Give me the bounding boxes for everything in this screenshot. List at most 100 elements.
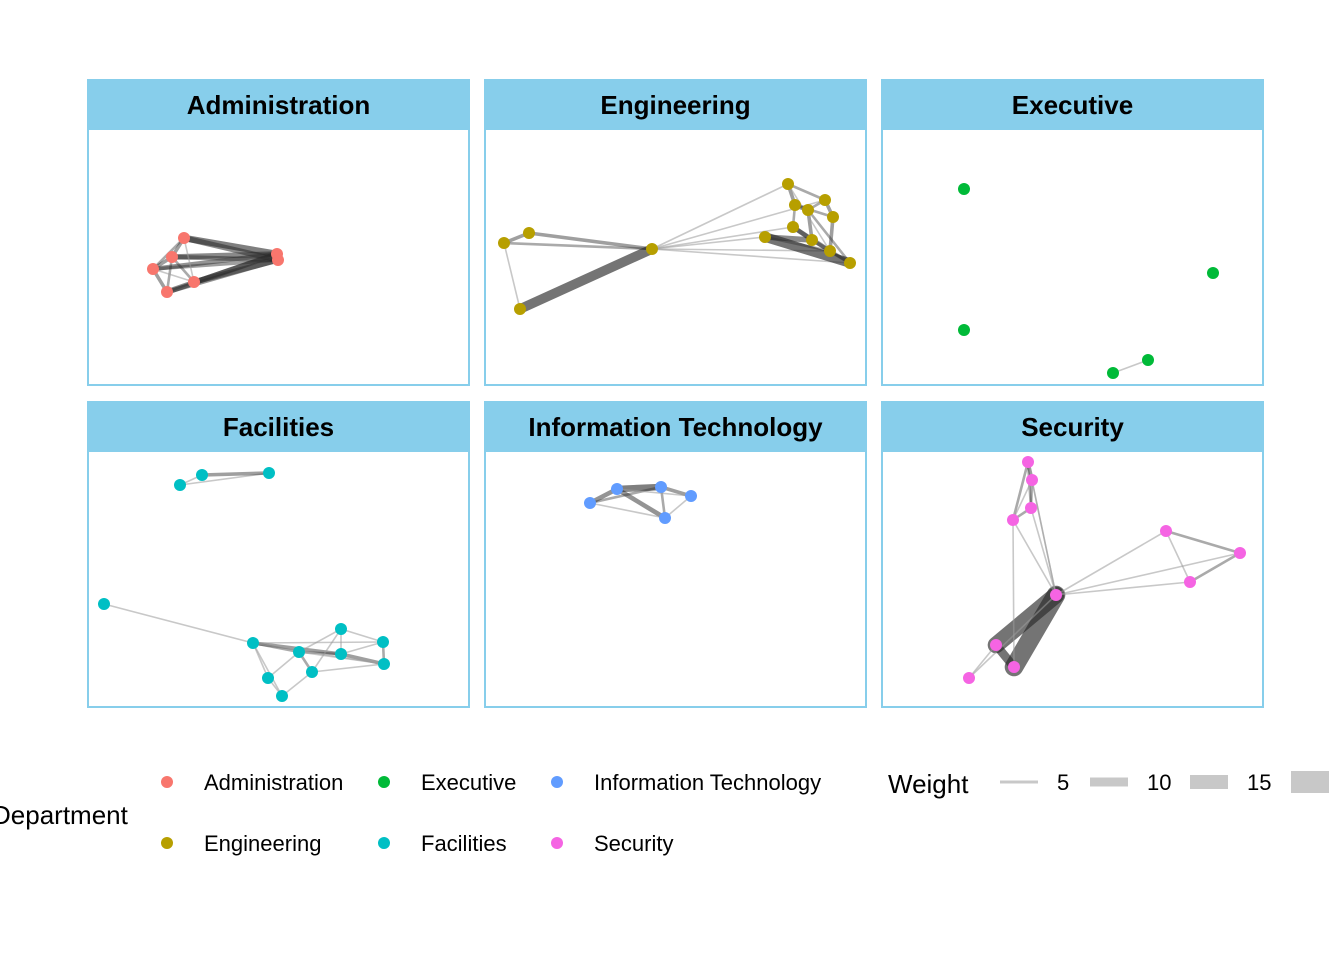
edge	[152, 268, 195, 283]
weight-label: 10	[1147, 770, 1171, 795]
edge	[762, 234, 815, 243]
legend-title-weight: Weight	[888, 769, 969, 799]
edge	[1012, 519, 1015, 668]
legend-key	[161, 837, 173, 849]
legend-item-engineering: Engineering	[161, 831, 321, 856]
nodes	[584, 481, 697, 524]
node	[1160, 525, 1172, 537]
weight-swatch	[1000, 780, 1038, 784]
edge	[1012, 519, 1057, 596]
legend-item-facilities: Facilities	[378, 831, 507, 856]
strip-title: Engineering	[600, 90, 750, 120]
edge	[588, 485, 663, 505]
panel-border	[484, 401, 867, 708]
edge	[651, 226, 794, 250]
edge	[793, 203, 835, 219]
edge	[651, 248, 851, 264]
weight-swatch	[1291, 771, 1329, 793]
facet-panels: Administration Engineering Executive Facili…	[87, 79, 1264, 708]
edge	[1165, 530, 1191, 583]
strip-title: Administration	[187, 90, 370, 120]
edge	[786, 182, 827, 202]
node	[1025, 502, 1037, 514]
legend-weight-15: 15	[1190, 770, 1271, 795]
strip-title: Facilities	[223, 412, 334, 442]
legend-item-administration: Administration	[161, 770, 343, 795]
node	[1008, 661, 1020, 673]
edge	[103, 603, 254, 644]
edge	[1011, 460, 1030, 522]
weight-label: 15	[1247, 770, 1271, 795]
node	[178, 232, 190, 244]
legend-label: Engineering	[204, 831, 321, 856]
nodes	[98, 467, 390, 702]
edge	[183, 237, 195, 283]
legend-key	[378, 837, 390, 849]
edge	[1012, 479, 1033, 521]
facet-executive: Executive	[881, 79, 1264, 386]
strip-background	[87, 79, 470, 130]
edge	[589, 502, 666, 519]
edge	[651, 236, 766, 250]
node	[611, 483, 623, 495]
legend-key	[551, 776, 563, 788]
node	[659, 512, 671, 524]
weight-swatch	[1190, 775, 1228, 789]
strip-background	[881, 79, 1264, 130]
edge	[760, 232, 855, 268]
node	[293, 646, 305, 658]
edge	[191, 257, 281, 285]
nodes	[147, 232, 284, 298]
edge	[200, 471, 271, 477]
nodes	[498, 178, 856, 315]
edge	[340, 641, 384, 655]
node	[958, 183, 970, 195]
node	[306, 666, 318, 678]
strip-background	[484, 401, 867, 452]
node	[958, 324, 970, 336]
weight-swatch	[1090, 777, 1128, 787]
strip-background	[881, 401, 1264, 452]
facet-administration: Administration	[87, 79, 470, 386]
node	[1026, 474, 1038, 486]
legend: Department Administration Executive Informa…	[0, 769, 1329, 856]
legend-key	[378, 776, 390, 788]
edge	[311, 663, 385, 673]
node	[196, 469, 208, 481]
legend-title-department: Department	[0, 800, 129, 830]
node	[335, 648, 347, 660]
edge	[252, 642, 283, 697]
node	[827, 211, 839, 223]
strip-title: Executive	[1012, 90, 1133, 120]
node	[174, 479, 186, 491]
node	[802, 204, 814, 216]
edge	[787, 183, 831, 252]
node	[166, 251, 178, 263]
legend-label: Information Technology	[594, 770, 821, 795]
weight-label: 5	[1057, 770, 1069, 795]
node	[759, 231, 771, 243]
edge	[1112, 359, 1149, 374]
strip-background	[87, 401, 470, 452]
node	[1107, 367, 1119, 379]
node	[161, 286, 173, 298]
legend-label: Facilities	[421, 831, 507, 856]
edge	[1004, 585, 1066, 677]
edge	[1030, 507, 1057, 596]
node	[806, 234, 818, 246]
edge	[311, 628, 342, 673]
edge	[169, 254, 281, 263]
node	[685, 490, 697, 502]
node	[782, 178, 794, 190]
node	[1022, 456, 1034, 468]
node	[990, 639, 1002, 651]
edge	[527, 231, 654, 251]
edge	[179, 472, 270, 486]
node	[1234, 547, 1246, 559]
node	[276, 690, 288, 702]
edge	[298, 628, 342, 653]
edge	[968, 594, 1057, 679]
node	[263, 467, 275, 479]
edges	[1112, 359, 1149, 374]
